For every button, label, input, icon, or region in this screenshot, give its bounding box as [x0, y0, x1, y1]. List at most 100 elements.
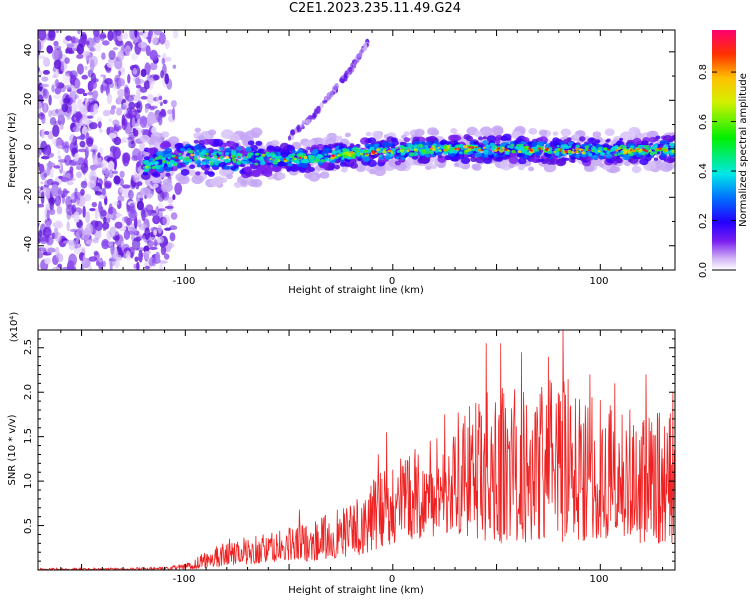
band-blob: [399, 141, 405, 146]
noise-blob: [47, 250, 51, 254]
noise-blob: [74, 191, 78, 200]
colorbar-tick-0.8: 0.8: [698, 64, 709, 80]
noise-blob: [66, 210, 72, 220]
band-blob: [479, 126, 493, 137]
noise-blob: [99, 209, 107, 220]
band-blob: [414, 128, 425, 137]
band-blob: [458, 143, 464, 148]
band-blob: [591, 142, 597, 147]
band-blob: [334, 165, 340, 170]
noise-blob: [57, 108, 65, 121]
band-blob: [618, 152, 621, 155]
band-blob: [249, 144, 258, 152]
noise-blob: [125, 126, 130, 135]
band-blob: [403, 137, 410, 143]
noise-blob: [49, 208, 56, 216]
band-blob: [499, 149, 504, 153]
band-blob: [209, 161, 214, 166]
spectrogram-xtick-0: 0: [389, 276, 395, 287]
noise-blob: [146, 240, 154, 248]
noise-blob: [59, 84, 66, 93]
band-blob: [153, 183, 159, 188]
band-blob: [640, 140, 649, 147]
band-blob: [567, 149, 572, 153]
band-blob: [266, 152, 272, 158]
noise-blob: [135, 84, 142, 89]
band-blob: [465, 135, 473, 142]
band-blob: [454, 145, 458, 148]
band-blob: [505, 151, 510, 155]
noise-blob: [94, 208, 99, 220]
noise-blob: [79, 140, 86, 148]
band-blob: [646, 131, 657, 139]
noise-blob: [79, 117, 88, 127]
band-blob: [483, 149, 489, 155]
band-blob: [659, 162, 673, 172]
noise-blob: [95, 259, 100, 266]
band-blob: [638, 154, 643, 158]
noise-blob: [101, 188, 106, 196]
band-blob: [468, 148, 472, 151]
band-blob: [161, 157, 166, 161]
snr-ytick-2.0: 2.0: [23, 384, 34, 400]
band-blob: [257, 148, 264, 154]
band-blob: [417, 143, 424, 148]
noise-blob: [102, 40, 110, 46]
band-blob: [156, 151, 164, 157]
branch-blob: [316, 105, 321, 110]
band-blob: [538, 129, 548, 137]
band-blob: [474, 130, 483, 138]
figure-title: C2E1.2023.235.11.49.G24: [288, 1, 462, 16]
noise-blob: [132, 95, 141, 102]
noise-blob: [70, 101, 78, 115]
band-blob: [653, 151, 658, 155]
band-blob: [545, 143, 551, 148]
branch-blob: [363, 42, 368, 49]
band-blob: [193, 157, 198, 161]
band-blob: [331, 154, 335, 158]
band-blob: [213, 158, 219, 163]
band-blob: [269, 157, 273, 160]
colorbar-tick-0.6: 0.6: [698, 114, 709, 130]
band-blob: [200, 152, 205, 156]
band-blob: [152, 159, 156, 162]
noise-blob: [91, 90, 99, 99]
band-blob: [183, 160, 187, 163]
band-blob: [230, 154, 235, 158]
band-blob: [486, 135, 497, 143]
band-blob: [606, 138, 611, 142]
noise-blob: [149, 77, 154, 90]
band-blob: [205, 164, 210, 168]
band-blob: [645, 161, 657, 170]
noise-blob: [110, 108, 115, 115]
band-blob: [304, 167, 312, 174]
band-blob: [517, 150, 522, 154]
branch-blob: [312, 112, 317, 119]
noise-blob: [89, 208, 96, 212]
noise-blob: [161, 57, 166, 65]
branch-blob: [331, 90, 334, 97]
noise-blob: [53, 66, 60, 79]
band-blob: [536, 144, 540, 148]
band-blob: [172, 162, 178, 167]
band-blob: [595, 139, 601, 144]
band-blob: [214, 161, 219, 166]
band-blob: [153, 171, 159, 176]
band-blob: [213, 176, 224, 185]
band-blob: [581, 151, 586, 155]
noise-blob: [51, 138, 57, 145]
band-blob: [552, 131, 559, 136]
band-blob: [336, 149, 342, 154]
band-blob: [564, 157, 570, 161]
band-blob: [553, 150, 557, 154]
band-blob: [460, 147, 464, 150]
noise-blob: [34, 191, 38, 202]
band-blob: [226, 173, 233, 180]
band-blob: [644, 149, 648, 153]
band-blob: [496, 147, 500, 150]
noise-blob: [47, 196, 57, 204]
band-blob: [245, 146, 252, 152]
noise-blob: [134, 77, 141, 86]
band-blob: [251, 169, 260, 176]
